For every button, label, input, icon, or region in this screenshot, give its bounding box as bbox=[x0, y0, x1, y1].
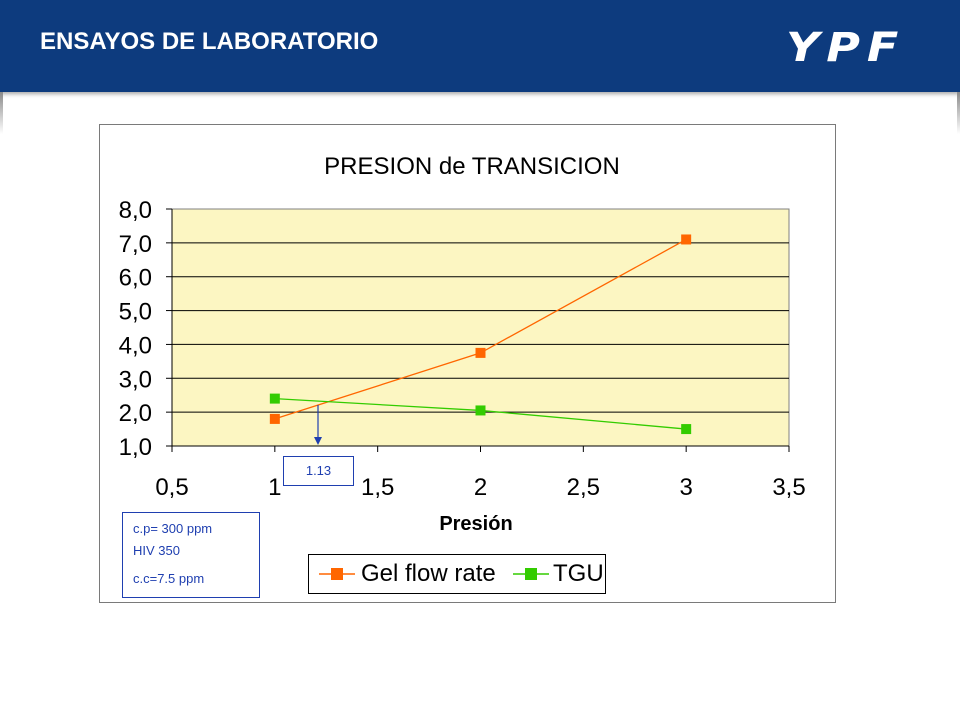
x-tick-label: 0,5 bbox=[155, 474, 188, 501]
header-edge-right bbox=[957, 92, 960, 134]
y-tick-label: 8,0 bbox=[119, 197, 152, 224]
data-point-gel-flow-rate bbox=[681, 234, 692, 245]
data-point-tgu bbox=[475, 405, 486, 416]
x-tick-label: 1 bbox=[268, 474, 281, 501]
legend-swatch-gel bbox=[319, 568, 355, 580]
annotation-arrowhead bbox=[314, 437, 322, 445]
x-tick-label: 2,5 bbox=[567, 474, 600, 501]
x-tick-label: 3 bbox=[679, 474, 692, 501]
data-point-gel-flow-rate bbox=[269, 413, 280, 424]
header-bar: ENSAYOS DE LABORATORIO YPF bbox=[0, 0, 960, 92]
x-tick-label: 1,5 bbox=[361, 474, 394, 501]
y-tick-label: 5,0 bbox=[119, 299, 152, 326]
header-edge-left bbox=[0, 92, 3, 134]
axes: 1,0 2,0 3,0 4,0 5,0 6,0 7,0 8,0 0,5 1 1,5 2 2,5 3 3,5 bbox=[119, 197, 806, 501]
note-cc: c.c=7.5 ppm bbox=[133, 571, 205, 586]
data-point-tgu bbox=[269, 393, 280, 404]
series-group bbox=[269, 234, 692, 435]
data-point-tgu bbox=[681, 424, 692, 435]
y-tick-label: 1,0 bbox=[119, 434, 152, 461]
legend-label-gel: Gel flow rate bbox=[361, 560, 496, 587]
y-tick-label: 6,0 bbox=[119, 265, 152, 292]
x-axis-label: Presión bbox=[439, 513, 512, 535]
chart-legend: Gel flow rate TGU bbox=[308, 554, 606, 594]
data-point-gel-flow-rate bbox=[475, 347, 486, 358]
y-tick-label: 7,0 bbox=[119, 231, 152, 258]
x-tick-label: 2 bbox=[474, 474, 487, 501]
y-tick-label: 4,0 bbox=[119, 332, 152, 359]
x-tick-label: 3,5 bbox=[772, 474, 805, 501]
ypf-logo: YPF bbox=[786, 25, 906, 71]
conditions-note: c.p= 300 ppm HIV 350 c.c=7.5 ppm bbox=[122, 512, 260, 598]
y-tick-label: 3,0 bbox=[119, 366, 152, 393]
chart-title: PRESION de TRANSICION bbox=[324, 153, 620, 180]
note-cp: c.p= 300 ppm bbox=[133, 521, 213, 536]
note-hiv: HIV 350 bbox=[133, 543, 180, 558]
annotation-box: 1.13 bbox=[283, 456, 354, 486]
y-tick-label: 2,0 bbox=[119, 400, 152, 427]
legend-label-tgu: TGU bbox=[553, 560, 604, 587]
legend-swatch-tgu bbox=[513, 568, 549, 580]
page-title: ENSAYOS DE LABORATORIO bbox=[40, 28, 379, 55]
